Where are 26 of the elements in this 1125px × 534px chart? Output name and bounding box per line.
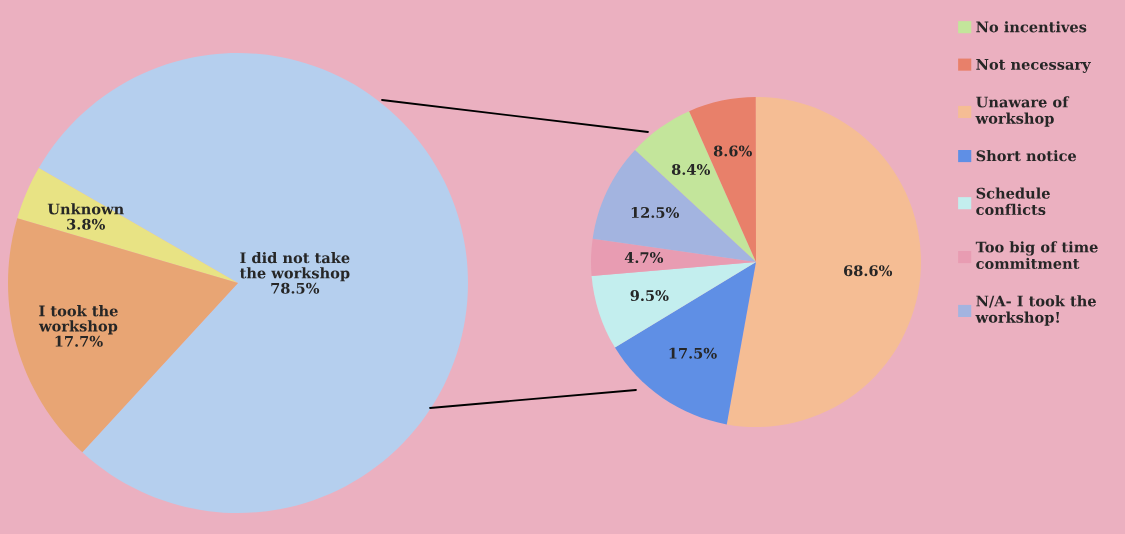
data-label: 4.7% <box>624 252 664 264</box>
pie-slice <box>591 238 756 277</box>
slice-label: Unknown <box>47 203 124 215</box>
data-label: 17.7% <box>55 335 103 347</box>
data-label: 68.6% <box>843 265 893 277</box>
pie-slice <box>17 168 238 283</box>
legend-label: Not necessary <box>976 59 1091 73</box>
legend-label: Too big of time commitment <box>975 241 1098 270</box>
data-label: 9.5% <box>630 290 669 302</box>
legend-label: Schedule conflicts <box>976 187 1050 216</box>
pie-slice <box>8 218 238 453</box>
data-label: 17.5% <box>669 347 717 359</box>
data-label: 78.5% <box>271 282 320 294</box>
legend-label: Short notice <box>976 150 1077 162</box>
data-label: 3.8% <box>67 218 105 230</box>
pie-slice <box>591 262 756 348</box>
data-label: 8.4% <box>671 163 711 175</box>
data-label: 12.5% <box>631 206 680 218</box>
legend-label: No incentives <box>976 21 1087 33</box>
slice-label: I did not take the workshop <box>239 252 350 282</box>
legend-label: Unaware of workshop <box>975 96 1070 127</box>
legend-label: N/A- I took the workshop! <box>975 295 1096 326</box>
data-label: 8.6% <box>713 145 752 157</box>
pie-slice <box>38 53 468 513</box>
pie-slice <box>614 262 756 425</box>
slice-label: I took the workshop <box>38 305 118 335</box>
